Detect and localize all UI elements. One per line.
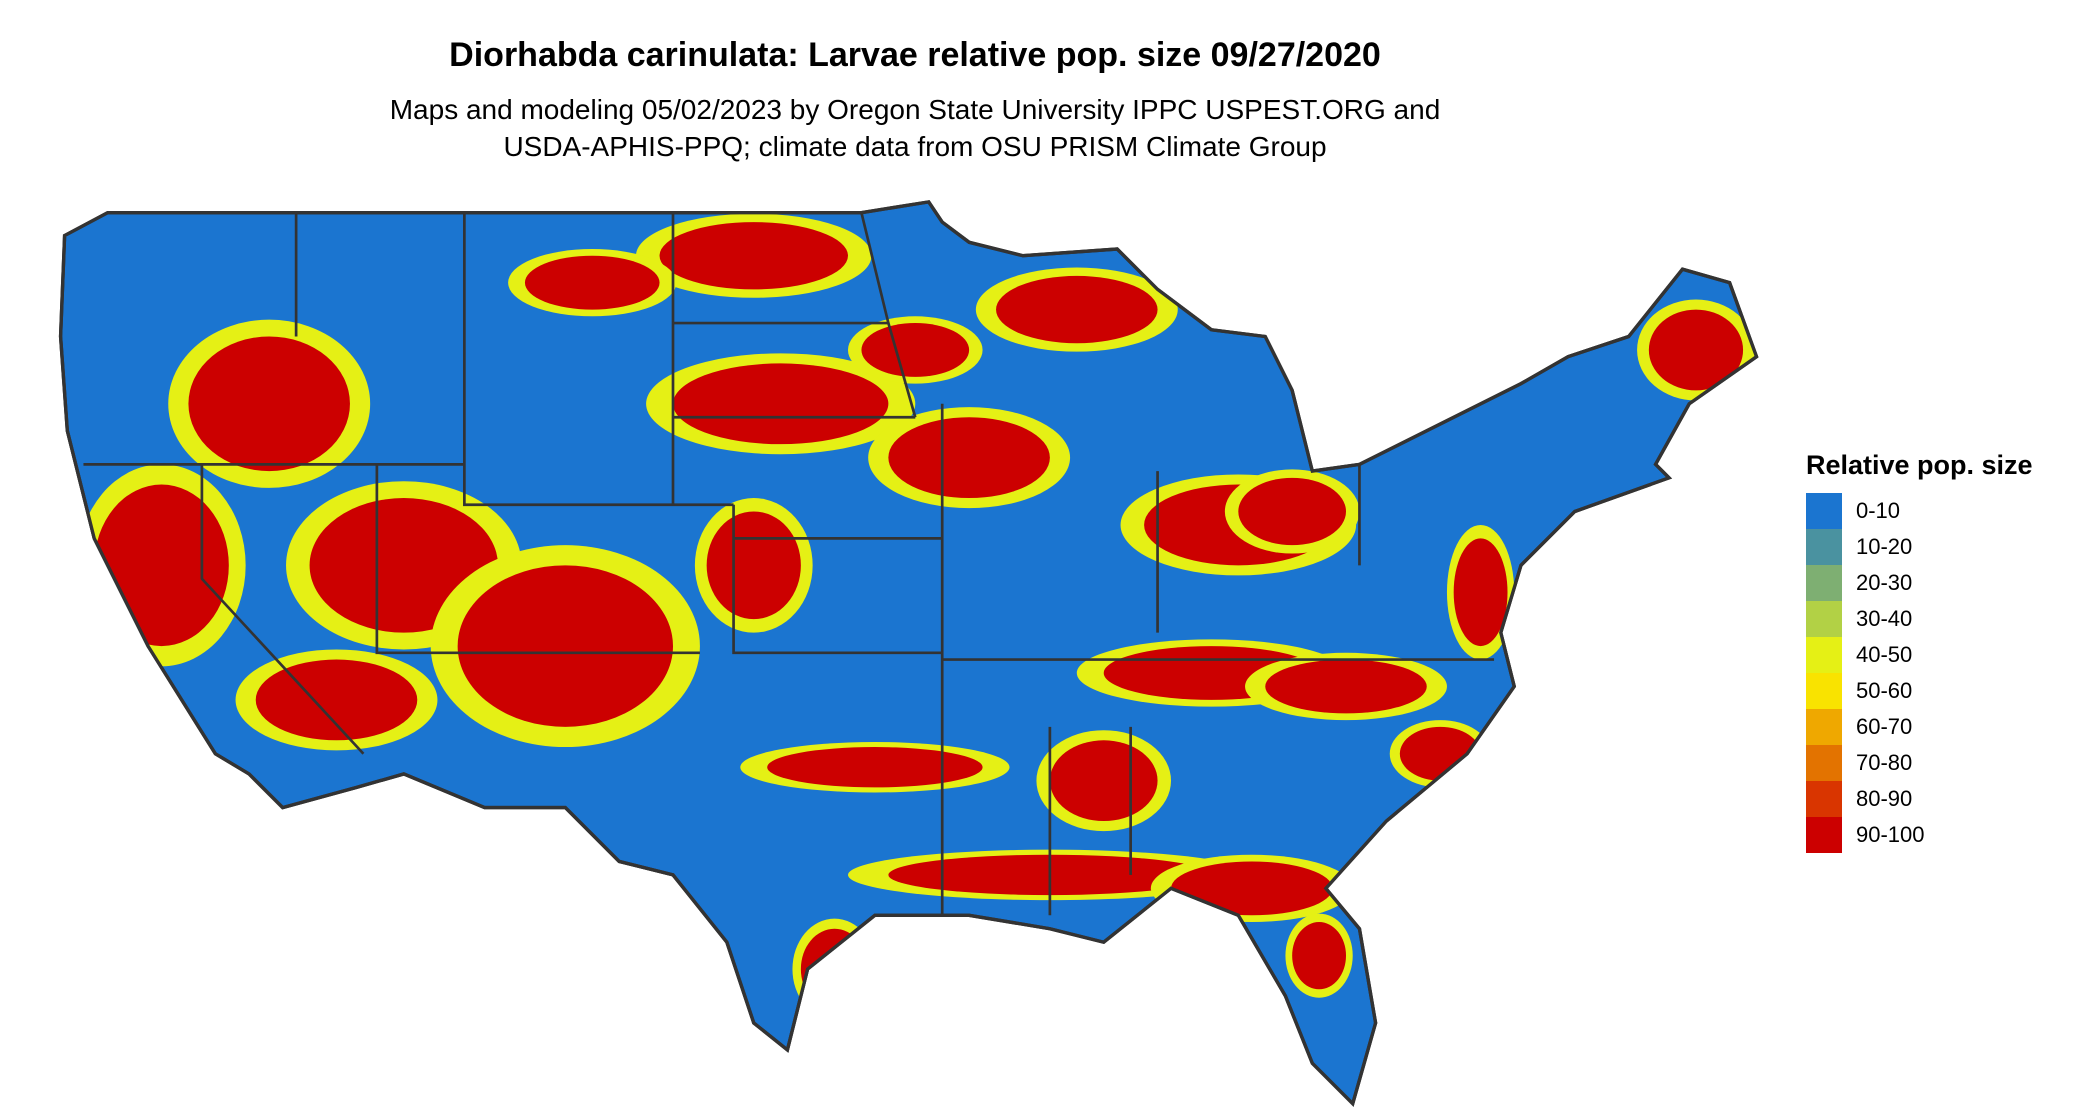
legend-label: 70-80 bbox=[1856, 750, 1913, 775]
hotspot-region bbox=[1049, 740, 1158, 822]
state-border bbox=[375, 464, 700, 655]
map-subtitle-line-2: USDA-APHIS-PPQ; climate data from OSU PR… bbox=[503, 131, 1327, 162]
legend-item: 40-50 bbox=[1806, 637, 2033, 673]
legend-swatch bbox=[1806, 745, 1842, 781]
state-border bbox=[463, 212, 734, 507]
legend-label: 20-30 bbox=[1856, 570, 1913, 595]
hotspot-region bbox=[188, 336, 350, 472]
hotspot-region bbox=[524, 255, 660, 310]
legend-item: 0-10 bbox=[1806, 493, 2033, 529]
map-title: Diorhabda carinulata: Larvae relative po… bbox=[449, 36, 1381, 74]
legend-swatch bbox=[1806, 781, 1842, 817]
hotspot-region bbox=[457, 565, 673, 727]
legend-item: 20-30 bbox=[1806, 565, 2033, 601]
legend-label: 10-20 bbox=[1856, 534, 1913, 559]
hotspot-region bbox=[1238, 477, 1346, 546]
legend-swatch bbox=[1806, 817, 1842, 853]
hotspot-region bbox=[1648, 309, 1744, 391]
state-border bbox=[860, 212, 917, 418]
legend-label: 0-10 bbox=[1856, 498, 1901, 523]
legend-item: 80-90 bbox=[1806, 781, 2033, 817]
hotspot-region bbox=[255, 659, 418, 741]
state-border bbox=[200, 464, 365, 755]
hotspot-region bbox=[1292, 922, 1346, 990]
legend-label: 60-70 bbox=[1856, 714, 1913, 739]
legend-item: 30-40 bbox=[1806, 601, 2033, 637]
legend-title: Relative pop. size bbox=[1806, 450, 2033, 480]
legend-label: 30-40 bbox=[1856, 606, 1913, 631]
map-subtitle-line-1: Maps and modeling 05/02/2023 by Oregon S… bbox=[389, 94, 1441, 125]
hotspot-region bbox=[888, 417, 1050, 499]
legend-label: 50-60 bbox=[1856, 678, 1913, 703]
legend-item: 50-60 bbox=[1806, 673, 2033, 709]
legend-item: 10-20 bbox=[1806, 529, 2033, 565]
hotspot-region bbox=[767, 747, 983, 788]
legend-swatch bbox=[1806, 601, 1842, 637]
legend-swatch bbox=[1806, 673, 1842, 709]
hotspot-region bbox=[800, 928, 869, 1010]
legend-swatch bbox=[1806, 709, 1842, 745]
hotspot-region bbox=[673, 363, 889, 445]
hotspot-region bbox=[1453, 538, 1508, 647]
hotspot-region bbox=[1265, 659, 1427, 714]
legend-label: 80-90 bbox=[1856, 786, 1913, 811]
legend: Relative pop. size 0-10 10-20 20-30 30-40 40… bbox=[1806, 450, 2033, 853]
state-border bbox=[732, 504, 943, 655]
hotspot-region bbox=[861, 323, 970, 377]
population-hotspots bbox=[77, 213, 1755, 1020]
state-borders bbox=[83, 212, 1495, 916]
legend-swatch bbox=[1806, 565, 1842, 601]
legend-swatch bbox=[1806, 493, 1842, 529]
legend-swatch bbox=[1806, 637, 1842, 673]
hotspot-region bbox=[996, 275, 1158, 344]
hotspot-region bbox=[706, 511, 801, 620]
legend-swatch bbox=[1806, 529, 1842, 565]
hotspot-region bbox=[94, 484, 229, 647]
legend-label: 40-50 bbox=[1856, 642, 1913, 667]
legend-item: 90-100 bbox=[1806, 817, 2033, 853]
legend-item: 70-80 bbox=[1806, 745, 2033, 781]
legend-item: 60-70 bbox=[1806, 709, 2033, 745]
hotspot-region bbox=[1171, 861, 1333, 916]
hotspot-region bbox=[659, 222, 848, 290]
legend-label: 90-100 bbox=[1856, 822, 1925, 847]
